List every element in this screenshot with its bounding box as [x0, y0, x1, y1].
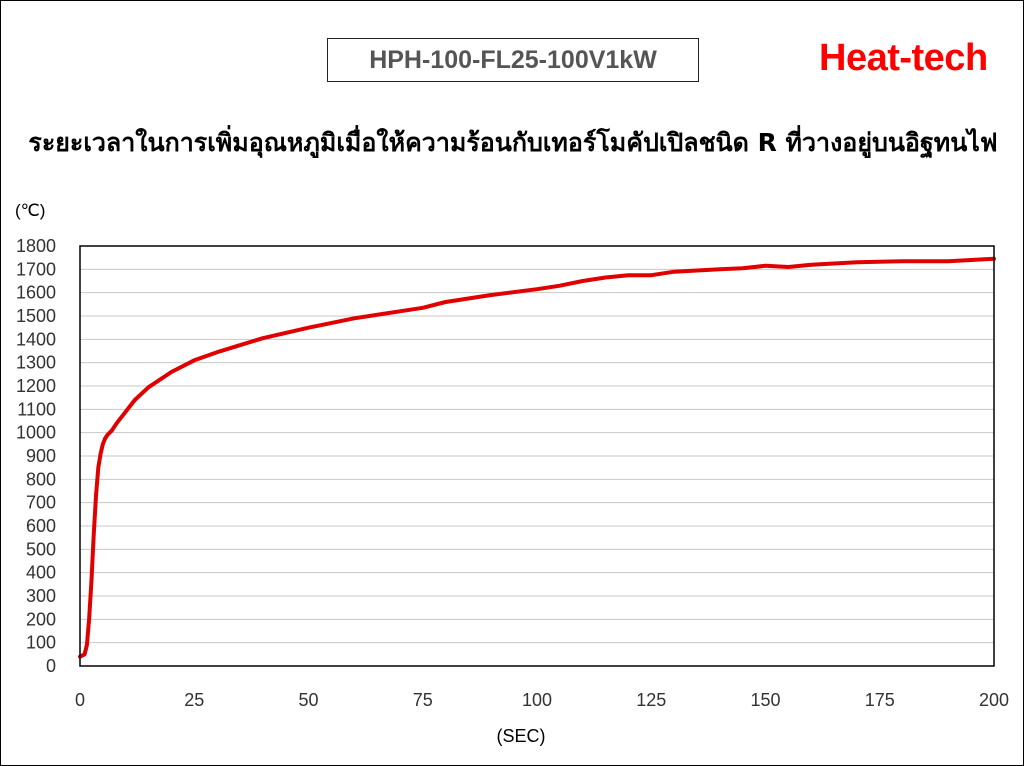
y-tick-label: 1200 [16, 376, 56, 396]
x-tick-label: 75 [413, 690, 433, 710]
y-tick-label: 200 [26, 609, 56, 629]
x-tick-label: 100 [522, 690, 552, 710]
x-tick-label: 175 [865, 690, 895, 710]
series-layer [80, 259, 994, 657]
y-tick-label: 1100 [17, 399, 56, 419]
y-tick-label: 100 [26, 633, 56, 653]
y-tick-label: 600 [26, 516, 56, 536]
y-tick-label: 0 [46, 656, 56, 676]
y-tick-label: 400 [26, 563, 56, 583]
gridlines [80, 269, 994, 642]
y-tick-label: 300 [26, 586, 56, 606]
y-tick-label: 1500 [16, 306, 56, 326]
series-line [80, 259, 994, 657]
x-tick-labels: 0 25 50 75 100 125 150 175 200 [75, 690, 1009, 710]
y-tick-label: 900 [26, 446, 56, 466]
x-tick-label: 125 [636, 690, 666, 710]
x-tick-label: 0 [75, 690, 85, 710]
y-tick-label: 1300 [16, 353, 56, 373]
y-tick-label: 500 [26, 539, 56, 559]
y-tick-label: 1400 [16, 329, 56, 349]
y-tick-label: 700 [26, 493, 56, 513]
x-tick-label: 50 [298, 690, 318, 710]
x-axis-label: (SEC) [497, 726, 546, 746]
x-tick-label: 25 [184, 690, 204, 710]
y-tick-label: 1800 [16, 236, 56, 256]
y-tick-labels: 0 100 200 300 400 500 600 700 800 900 1000 1100 1200… [16, 236, 56, 676]
y-tick-label: 1000 [16, 423, 56, 443]
x-tick-label: 200 [979, 690, 1009, 710]
x-tick-label: 150 [750, 690, 780, 710]
y-tick-label: 800 [26, 469, 56, 489]
y-tick-label: 1700 [16, 259, 56, 279]
y-tick-label: 1600 [16, 283, 56, 303]
